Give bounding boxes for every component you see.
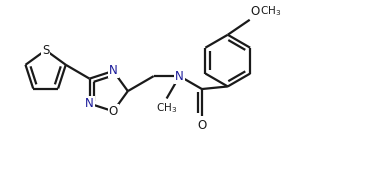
Text: CH$_3$: CH$_3$ <box>260 5 281 18</box>
Text: O: O <box>108 105 118 118</box>
Text: O: O <box>197 119 207 132</box>
Text: S: S <box>42 44 49 57</box>
Text: N: N <box>175 70 184 83</box>
Text: O: O <box>251 5 260 18</box>
Text: N: N <box>109 64 118 77</box>
Text: CH$_3$: CH$_3$ <box>156 101 177 115</box>
Text: N: N <box>85 97 94 110</box>
